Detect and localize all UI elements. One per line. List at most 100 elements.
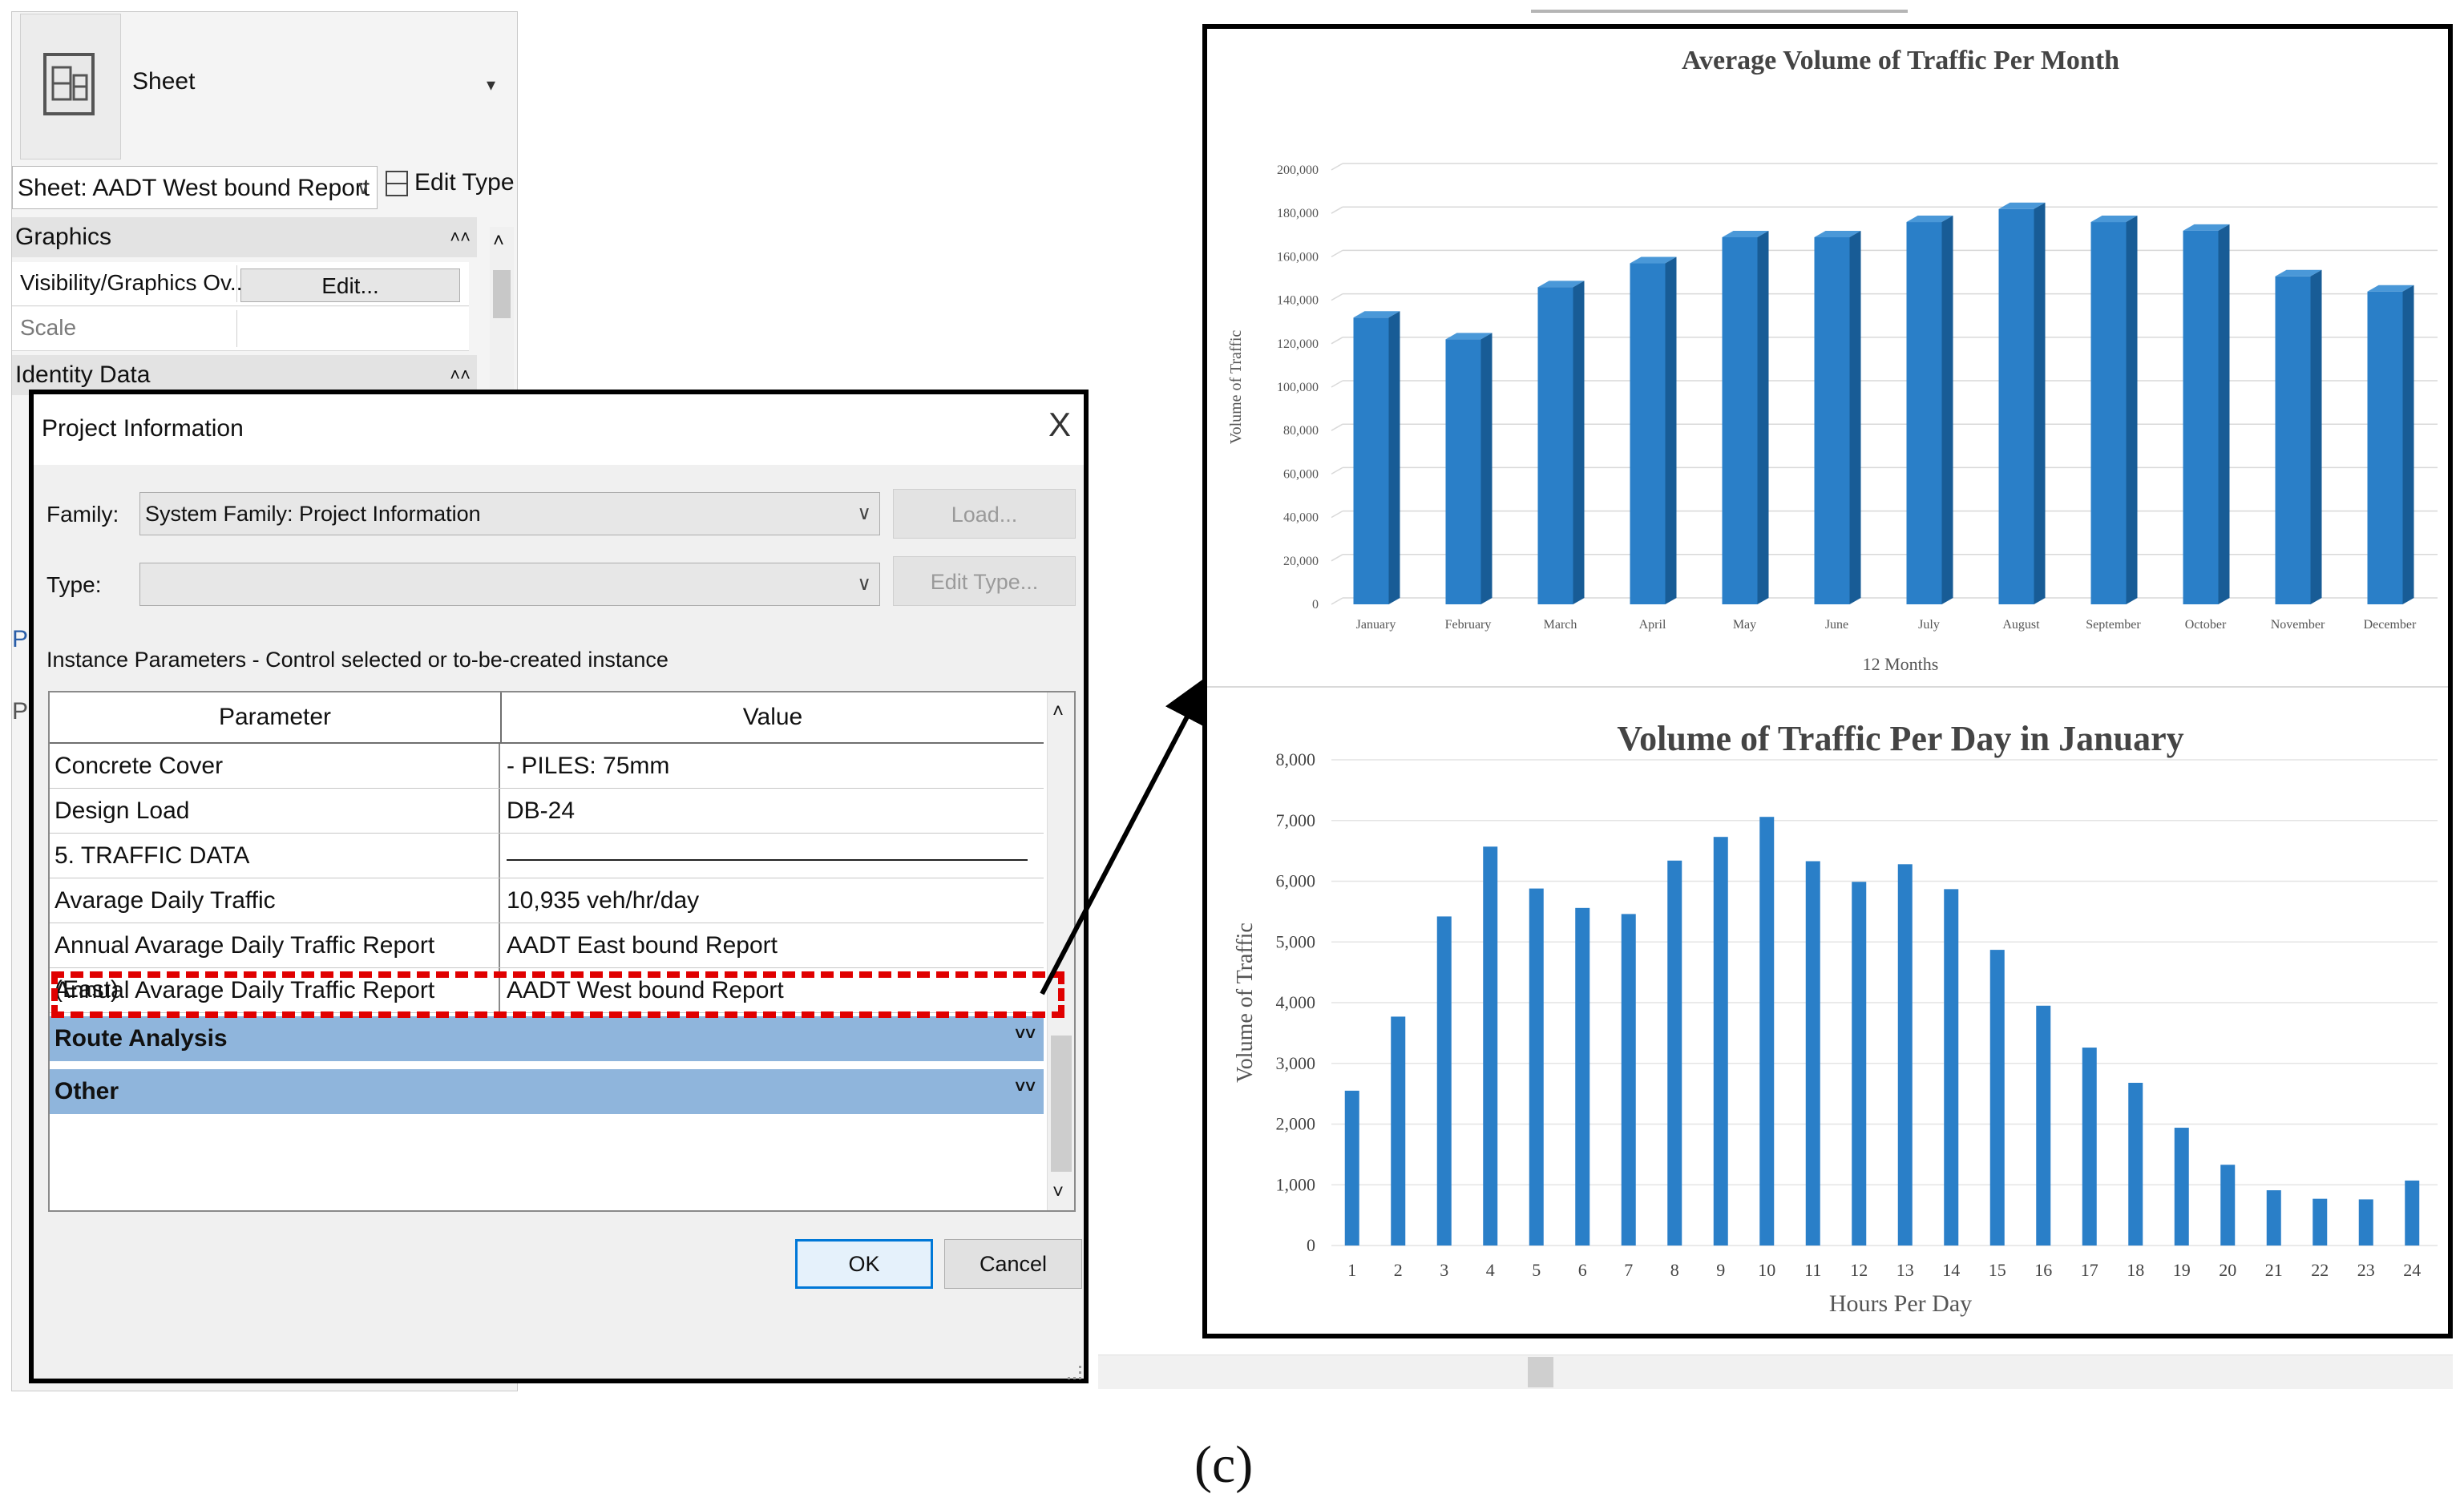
scroll-down-icon[interactable]: ˅	[1052, 1181, 1064, 1203]
group-header-graphics[interactable]: Graphics ˄˄	[12, 217, 477, 257]
value-cell[interactable]: 10,935 veh/hr/day	[507, 887, 700, 914]
group-header-identity-data[interactable]: Identity Data ˄˄	[12, 355, 477, 395]
x-tick-label: 14	[1942, 1260, 1960, 1280]
group-band-other[interactable]: Other ˅˅	[50, 1069, 1044, 1114]
value-cell[interactable]	[502, 834, 1044, 878]
scale-value-cell[interactable]	[236, 310, 468, 347]
property-label: Visibility/Graphics Ov...	[20, 270, 249, 295]
table-row[interactable]: Design Load DB-24	[50, 789, 1044, 834]
table-row[interactable]: Avarage Daily Traffic 10,935 veh/hr/day	[50, 878, 1044, 923]
property-row-visibility: Visibility/Graphics Ov... Edit...	[12, 262, 469, 306]
table-row[interactable]: 5. TRAFFIC DATA	[50, 834, 1044, 878]
y-tick-label: 160,000	[1277, 250, 1319, 264]
instance-parameters-label: Instance Parameters - Control selected o…	[46, 648, 669, 672]
type-dropdown-arrow-icon[interactable]: ▾	[487, 75, 496, 95]
scroll-thumb[interactable]	[1051, 1036, 1072, 1172]
partial-link-text[interactable]: P	[12, 626, 29, 652]
x-tick-label: 15	[1989, 1260, 2006, 1280]
x-tick-label: 6	[1578, 1260, 1587, 1280]
type-dropdown[interactable]: ∨	[139, 563, 880, 606]
cancel-button[interactable]: Cancel	[944, 1239, 1082, 1289]
scroll-up-icon[interactable]: ˄	[1052, 700, 1064, 722]
gridline-depth	[1331, 510, 1343, 519]
value-cell[interactable]: DB-24	[507, 797, 576, 824]
parameter-cell: Concrete Cover	[50, 744, 500, 788]
y-tick-label: 3,000	[1276, 1053, 1316, 1073]
sheet-type-thumbnail	[20, 14, 121, 159]
bar	[1436, 916, 1452, 1246]
family-dropdown[interactable]: System Family: Project Information ∨	[139, 492, 880, 535]
scroll-up-icon[interactable]: ˄	[493, 230, 505, 252]
bar-top	[1445, 333, 1493, 340]
group-band-route-analysis[interactable]: Route Analysis ˅˅	[50, 1016, 1044, 1061]
x-tick-label: 1	[1347, 1260, 1356, 1280]
y-axis-label: Volume of Traffic	[1227, 330, 1245, 445]
gridline-depth	[1331, 337, 1343, 345]
x-tick-label: 4	[1486, 1260, 1495, 1280]
band-label: Other	[55, 1078, 119, 1104]
y-tick-label: 40,000	[1283, 511, 1319, 525]
visibility-edit-button[interactable]: Edit...	[240, 268, 460, 302]
band-label: Route Analysis	[55, 1025, 228, 1052]
close-icon[interactable]: X	[1048, 406, 1072, 443]
y-tick-label: 6,000	[1276, 871, 1316, 891]
x-tick-label: 3	[1440, 1260, 1448, 1280]
y-tick-label: 180,000	[1277, 207, 1319, 220]
bar	[1713, 837, 1728, 1246]
bar-side	[2034, 202, 2046, 604]
chevron-down-icon: ∨	[857, 573, 871, 595]
bar-side	[1941, 216, 1953, 604]
x-tick-label: September	[2086, 618, 2141, 632]
bar	[1667, 860, 1682, 1246]
load-button[interactable]: Load...	[893, 489, 1076, 539]
chart-title: Volume of Traffic Per Day in January	[1617, 719, 2183, 758]
bar-side	[1480, 333, 1493, 604]
x-tick-label: 16	[2034, 1260, 2052, 1280]
horizontal-scrollbar[interactable]	[1098, 1355, 2453, 1389]
x-tick-label: August	[2002, 618, 2040, 632]
parameters-grid: Parameter Value Concrete Cover - PILES: …	[48, 691, 1076, 1212]
x-tick-label: 12	[1850, 1260, 1868, 1280]
bar	[1759, 817, 1775, 1246]
parameter-cell: Avarage Daily Traffic	[50, 878, 500, 923]
gridline-depth	[1331, 380, 1343, 388]
project-information-dialog: Project Information X Family: System Fam…	[29, 390, 1089, 1383]
grid-scrollbar[interactable]: ˄ ˅	[1047, 692, 1074, 1210]
column-header-parameter[interactable]: Parameter	[50, 692, 502, 744]
x-tick-label: May	[1733, 618, 1756, 632]
y-tick-label: 2,000	[1276, 1114, 1316, 1134]
chart-divider	[1207, 686, 2448, 688]
table-row[interactable]: Annual Avarage Daily Traffic Report (Eas…	[50, 923, 1044, 1003]
window-edge-line	[1531, 10, 1908, 13]
scroll-thumb[interactable]	[493, 270, 511, 318]
x-tick-label: 7	[1624, 1260, 1633, 1280]
gridline-depth	[1331, 206, 1343, 214]
column-header-value[interactable]: Value	[502, 692, 1044, 744]
edit-type-icon	[386, 171, 408, 197]
bar	[2266, 1190, 2281, 1246]
table-row[interactable]: Concrete Cover - PILES: 75mm	[50, 744, 1044, 789]
scroll-thumb[interactable]	[1528, 1357, 1553, 1387]
ok-button[interactable]: OK	[795, 1239, 933, 1289]
x-tick-label: 20	[2219, 1260, 2236, 1280]
sheet-selector[interactable]: Sheet: AADT West bound Report ∨	[12, 166, 378, 209]
edit-type-button[interactable]: Edit Type...	[893, 556, 1076, 606]
property-row-scale: Scale	[12, 307, 469, 351]
y-tick-label: 1,000	[1276, 1174, 1316, 1194]
edit-type-label: Edit Type	[414, 169, 515, 196]
x-tick-label: 5	[1532, 1260, 1541, 1280]
value-cell[interactable]: AADT East bound Report	[507, 932, 778, 959]
resize-grip-icon[interactable]	[1068, 1366, 1081, 1379]
value-cell[interactable]: - PILES: 75mm	[507, 753, 670, 779]
bar	[2090, 222, 2127, 604]
chevron-down-icon: ∨	[356, 177, 370, 199]
palette-edit-type-button[interactable]: Edit Type	[386, 169, 515, 197]
bar-top	[1353, 311, 1400, 318]
value-cell[interactable]: AADT West bound Report	[507, 977, 784, 1003]
bar	[2036, 1005, 2051, 1246]
x-tick-label: 10	[1758, 1260, 1775, 1280]
bar	[1722, 237, 1758, 604]
x-tick-label: November	[2271, 618, 2325, 632]
parameter-cell: Design Load	[50, 789, 500, 833]
y-tick-label: 0	[1312, 598, 1319, 612]
